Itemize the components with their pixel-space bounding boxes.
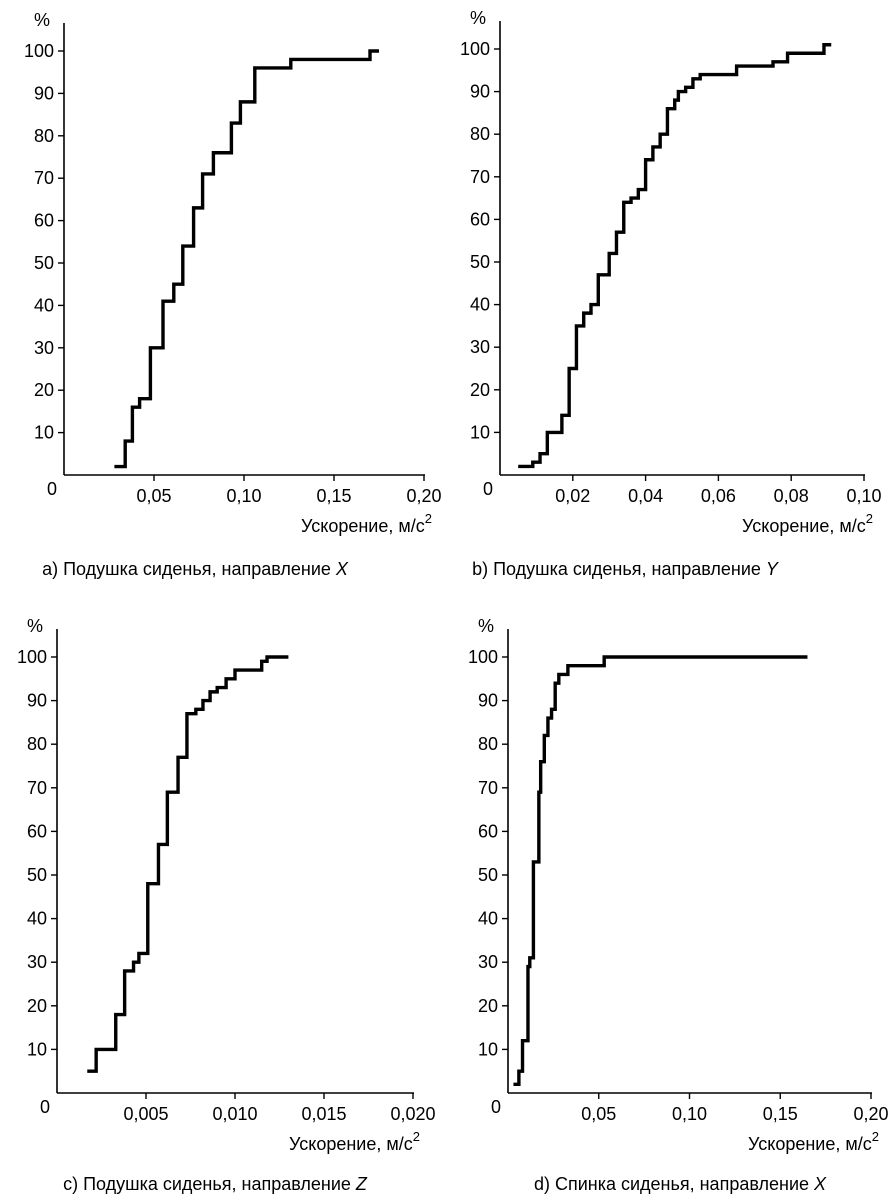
y-tick-label: 100: [468, 647, 498, 667]
y-tick-label: 60: [478, 821, 498, 841]
y-tick-label: 10: [34, 423, 54, 443]
origin-label: 0: [483, 479, 493, 499]
x-tick-label: 0,15: [316, 486, 351, 506]
x-axis-title-superscript: 2: [425, 511, 432, 526]
y-tick-label: 20: [478, 996, 498, 1016]
y-tick-label: 20: [27, 996, 47, 1016]
y-tick-label: 100: [17, 647, 47, 667]
x-axis-title-superscript: 2: [872, 1129, 879, 1144]
x-tick-label: 0,20: [853, 1104, 888, 1124]
y-tick-label: 60: [27, 821, 47, 841]
x-tick-label: 0,06: [701, 486, 736, 506]
x-tick-label: 0,20: [406, 486, 441, 506]
y-tick-label: 40: [470, 295, 490, 315]
cumulative-step-line: [513, 655, 808, 1086]
y-tick-label: 80: [478, 734, 498, 754]
x-axis-title-text: Ускорение, м/с: [301, 516, 425, 536]
x-axis-title-text: Ускорение, м/с: [748, 1134, 872, 1154]
x-axis-title-text: Ускорение, м/с: [289, 1134, 413, 1154]
cumulative-step-line: [114, 49, 379, 469]
y-tick-label: 50: [478, 865, 498, 885]
y-tick-label: 60: [470, 209, 490, 229]
y-tick-label: 70: [470, 167, 490, 187]
panel-caption: а) Подушка сиденья, направление X: [42, 559, 349, 579]
panel-caption-axis: Z: [355, 1174, 368, 1194]
origin-label: 0: [40, 1097, 50, 1117]
y-tick-label: 40: [27, 909, 47, 929]
x-tick-label: 0,05: [136, 486, 171, 506]
chart-panel-4: % 0 10 20 30 40 50 60 70 80 90 100 0,05 0,10 0,15 0,20 У…: [468, 616, 889, 1194]
y-tick-label: 20: [34, 380, 54, 400]
y-tick-label: 80: [27, 734, 47, 754]
y-tick-label: 90: [478, 691, 498, 711]
y-axis-label: %: [470, 8, 486, 28]
y-tick-label: 70: [478, 778, 498, 798]
y-axis-label: %: [34, 10, 50, 30]
x-tick-label: 0,10: [226, 486, 261, 506]
x-axis-title-superscript: 2: [866, 511, 873, 526]
x-tick-label: 0,10: [672, 1104, 707, 1124]
x-tick-label: 0,10: [846, 486, 881, 506]
panel-caption: c) Подушка сиденья, направление Z: [63, 1174, 368, 1194]
panel-caption: d) Спинка сиденья, направление X: [534, 1174, 827, 1194]
panel-caption-text: c) Подушка сиденья, направление: [63, 1174, 356, 1194]
y-tick-label: 100: [24, 41, 54, 61]
chart-panel-3: % 0 10 20 30 40 50 60 70 80 90 100 0,005 0,010 0,015 0,…: [17, 616, 436, 1194]
x-axis-title: Ускорение, м/с2: [742, 511, 873, 536]
x-tick-label: 0,04: [628, 486, 663, 506]
panel-caption-text: d) Спинка сиденья, направление: [534, 1174, 814, 1194]
x-axis-title: Ускорение, м/с2: [748, 1129, 879, 1154]
y-tick-label: 50: [470, 252, 490, 272]
x-axis-title: Ускорение, м/с2: [301, 511, 432, 536]
x-tick-label: 0,010: [212, 1104, 257, 1124]
y-tick-label: 60: [34, 211, 54, 231]
y-tick-label: 30: [34, 338, 54, 358]
panel-caption: b) Подушка сиденья, направление Y: [472, 559, 780, 579]
panel-caption-axis: X: [335, 559, 349, 579]
y-tick-label: 90: [470, 82, 490, 102]
x-tick-label: 0,005: [123, 1104, 168, 1124]
y-tick-label: 50: [34, 253, 54, 273]
x-tick-label: 0,05: [581, 1104, 616, 1124]
y-axis-label: %: [478, 616, 494, 636]
origin-label: 0: [47, 479, 57, 499]
y-tick-label: 70: [27, 778, 47, 798]
y-tick-label: 40: [34, 295, 54, 315]
panel-caption-axis: Y: [766, 559, 780, 579]
x-tick-label: 0,02: [555, 486, 590, 506]
y-tick-label: 10: [27, 1039, 47, 1059]
origin-label: 0: [491, 1097, 501, 1117]
y-tick-label: 30: [27, 952, 47, 972]
x-tick-label: 0,015: [301, 1104, 346, 1124]
x-axis-title-text: Ускорение, м/с: [742, 516, 866, 536]
x-axis-title: Ускорение, м/с2: [289, 1129, 420, 1154]
y-tick-label: 30: [478, 952, 498, 972]
y-tick-label: 80: [470, 124, 490, 144]
y-axis-label: %: [27, 616, 43, 636]
panel-caption-text: а) Подушка сиденья, направление: [42, 559, 336, 579]
panel-caption-text: b) Подушка сиденья, направление: [472, 559, 766, 579]
chart-panel-1: % 0 10 20 30 40 50 60 70 80 90 100 0,05 0,10 0,15 0,20 У…: [24, 10, 442, 579]
x-tick-label: 0,15: [763, 1104, 798, 1124]
y-tick-label: 50: [27, 865, 47, 885]
panel-caption-axis: X: [813, 1174, 827, 1194]
x-tick-label: 0,08: [774, 486, 809, 506]
y-tick-label: 20: [470, 380, 490, 400]
y-tick-label: 100: [460, 39, 490, 59]
y-tick-label: 30: [470, 337, 490, 357]
cumulative-step-line: [518, 43, 832, 469]
chart-panel-2: % 0 10 20 30 40 50 60 70 80 90 100 0,02 0,04 0,06 0,08 0…: [460, 8, 882, 579]
y-tick-label: 90: [34, 83, 54, 103]
x-axis-title-superscript: 2: [413, 1129, 420, 1144]
y-tick-label: 90: [27, 691, 47, 711]
y-tick-label: 10: [478, 1039, 498, 1059]
y-tick-label: 10: [470, 422, 490, 442]
y-tick-label: 80: [34, 126, 54, 146]
y-tick-label: 40: [478, 909, 498, 929]
y-tick-label: 70: [34, 168, 54, 188]
x-tick-label: 0,020: [390, 1104, 435, 1124]
cumulative-step-line: [87, 655, 289, 1073]
